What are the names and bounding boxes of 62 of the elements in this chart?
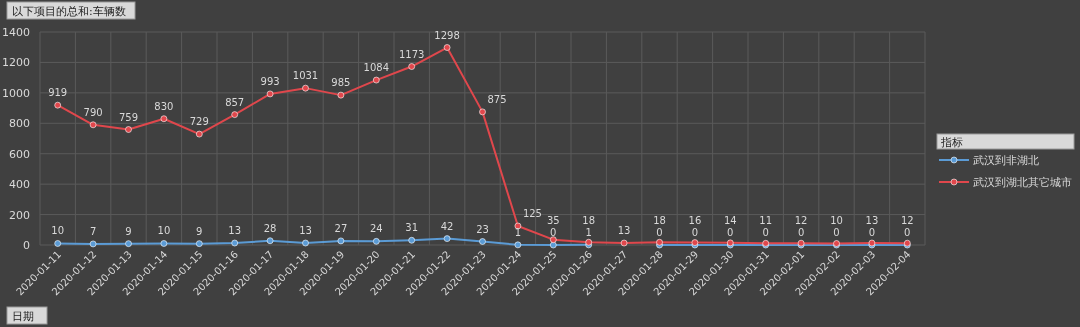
data-label: 993 xyxy=(260,75,280,87)
y-tick-label: 1400 xyxy=(2,26,30,39)
data-label: 985 xyxy=(331,77,351,89)
y-tick-label: 400 xyxy=(9,178,30,192)
data-label: 0 xyxy=(691,227,699,238)
data-label: 12 xyxy=(794,215,808,226)
data-label: 1031 xyxy=(292,70,319,82)
data-label: 7 xyxy=(89,225,97,237)
data-label: 18 xyxy=(582,214,596,226)
data-label: 11 xyxy=(759,215,773,226)
data-label: 0 xyxy=(762,227,769,238)
y-tick-label: 800 xyxy=(9,117,30,131)
data-label: 830 xyxy=(154,100,174,112)
data-label: 35 xyxy=(546,215,560,226)
data-label: 0 xyxy=(904,227,911,238)
legend-label: 武汉到湖北其它城市 xyxy=(973,176,1072,189)
data-label: 857 xyxy=(225,96,245,108)
legend-title: 指标 xyxy=(940,136,963,149)
data-label: 10 xyxy=(51,225,65,237)
y-tick-label: 1200 xyxy=(2,56,30,70)
data-label: 13 xyxy=(299,225,312,237)
chart-title: 以下项目的总和:车辆数 xyxy=(12,5,126,18)
data-label: 13 xyxy=(617,225,631,237)
data-label: 1 xyxy=(585,226,592,238)
data-label: 0 xyxy=(550,227,557,238)
data-label: 875 xyxy=(487,93,507,105)
data-label: 0 xyxy=(868,227,876,238)
data-label: 790 xyxy=(83,106,103,118)
data-label: 729 xyxy=(189,116,209,128)
data-label: 919 xyxy=(48,87,68,99)
data-label: 13 xyxy=(865,215,879,226)
y-tick-label: 0 xyxy=(23,239,30,252)
data-label: 18 xyxy=(653,215,666,226)
data-label: 14 xyxy=(723,215,737,226)
legend-label: 武汉到非湖北 xyxy=(973,154,1039,167)
data-label: 12 xyxy=(900,215,914,226)
y-tick-label: 600 xyxy=(9,147,30,161)
data-label: 13 xyxy=(228,225,242,237)
data-label: 10 xyxy=(157,225,171,237)
data-label: 1 xyxy=(514,226,522,238)
data-label: 0 xyxy=(797,227,805,238)
data-label: 0 xyxy=(727,227,734,238)
data-label: 759 xyxy=(118,111,139,123)
y-tick-label: 200 xyxy=(9,208,30,222)
data-label: 1298 xyxy=(434,29,460,41)
data-label: 42 xyxy=(440,220,454,232)
data-label: 16 xyxy=(688,215,702,226)
y-tick-label: 1000 xyxy=(2,86,30,100)
data-label: 9 xyxy=(196,225,203,237)
data-label: 0 xyxy=(833,227,840,238)
data-label: 28 xyxy=(263,222,277,234)
data-label: 125 xyxy=(522,207,542,219)
data-label: 0 xyxy=(656,227,663,238)
data-label: 1084 xyxy=(363,62,390,74)
data-label: 10 xyxy=(830,215,843,226)
data-label: 1173 xyxy=(398,48,425,60)
data-label: 24 xyxy=(369,223,383,235)
x-axis-title: 日期 xyxy=(12,310,34,323)
data-label: 27 xyxy=(334,222,348,234)
data-label: 9 xyxy=(125,225,132,237)
data-label: 23 xyxy=(476,223,489,235)
data-label: 31 xyxy=(405,222,419,234)
